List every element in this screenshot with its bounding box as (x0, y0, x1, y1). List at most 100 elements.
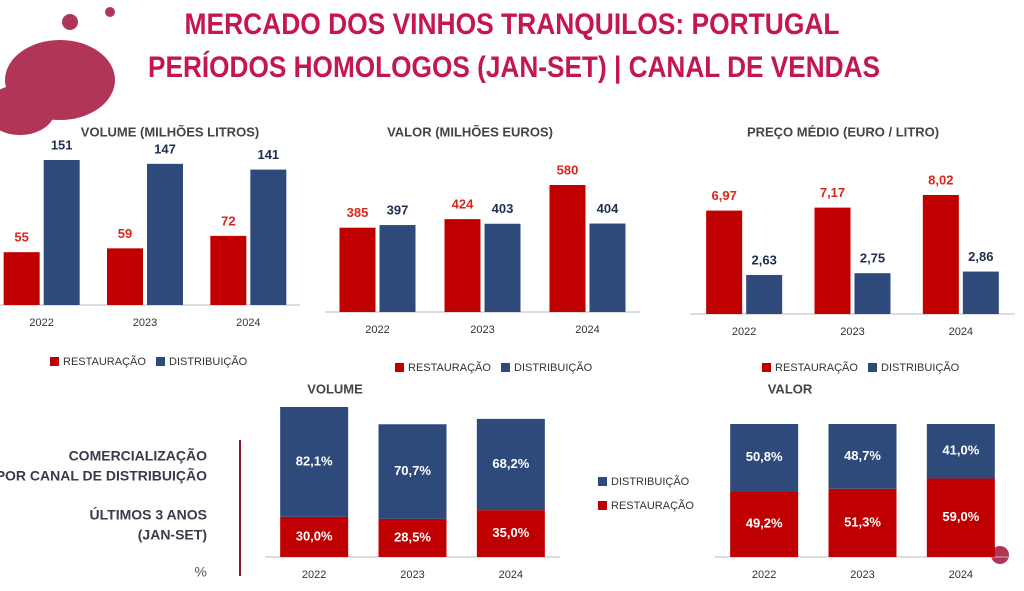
data-label: 8,02 (928, 172, 953, 187)
legend-swatch (598, 501, 607, 510)
legend-swatch (395, 363, 404, 372)
side-note: ÚLTIMOS 3 ANOS (90, 506, 207, 523)
side-note: POR CANAL DE DISTRIBUIÇÃO (0, 467, 207, 484)
data-label: 580 (557, 162, 579, 177)
data-label: 404 (597, 201, 619, 216)
side-note: (JAN-SET) (138, 527, 207, 543)
chart-title: VALOR (768, 381, 813, 396)
bar (484, 223, 521, 312)
data-label: 48,7% (844, 448, 881, 463)
legend-swatch (762, 363, 771, 372)
data-label: 385 (347, 205, 369, 220)
x-tick-label: 2022 (302, 569, 326, 581)
bar-segment (280, 407, 349, 517)
x-tick-label: 2023 (840, 326, 864, 338)
bar-segment (828, 424, 897, 489)
bar-segment (926, 424, 995, 479)
bar (706, 210, 743, 314)
bar (107, 248, 143, 305)
data-label: 55 (14, 230, 28, 245)
chart-title: PREÇO MÉDIO (EURO / LITRO) (747, 124, 939, 139)
data-label: 35,0% (492, 525, 529, 540)
bar (854, 273, 891, 314)
legend-label: DISTRIBUIÇÃO (881, 361, 960, 374)
legend-label: DISTRIBUIÇÃO (611, 475, 690, 488)
data-label: 397 (387, 203, 409, 218)
bar (339, 227, 376, 312)
x-tick-label: 2024 (575, 324, 599, 336)
wine-stain (0, 7, 1009, 564)
stain (991, 546, 1009, 564)
legend-swatch (598, 477, 607, 486)
data-label: 7,17 (820, 185, 845, 200)
bar-segment (280, 516, 349, 557)
bar-segment (378, 518, 447, 557)
bar-segment (476, 510, 545, 557)
bar (43, 160, 80, 305)
legend-label: RESTAURAÇÃO (611, 499, 694, 512)
x-tick-label: 2022 (29, 317, 53, 329)
x-tick-label: 2024 (949, 569, 973, 581)
data-label: 151 (51, 137, 73, 152)
x-tick-label: 2024 (236, 317, 260, 329)
bar (379, 225, 416, 312)
data-label: 49,2% (746, 516, 783, 531)
x-tick-label: 2024 (499, 569, 523, 581)
x-tick-label: 2022 (732, 326, 756, 338)
legend-swatch (501, 363, 510, 372)
data-label: 141 (257, 147, 279, 162)
x-tick-label: 2022 (752, 569, 776, 581)
data-label: 41,0% (942, 443, 979, 458)
x-tick-label: 2024 (949, 326, 973, 338)
bar-segment (730, 491, 799, 557)
stain (0, 85, 55, 135)
legend-label: RESTAURAÇÃO (63, 355, 146, 368)
legend-label: RESTAURAÇÃO (775, 361, 858, 374)
main-subtitle: PERÍODOS HOMOLOGOS (JAN-SET) | CANAL DE … (148, 50, 880, 84)
bar (962, 271, 999, 314)
bar-segment (926, 478, 995, 557)
data-label: 28,5% (394, 529, 431, 544)
chart-title: VALOR (MILHÕES EUROS) (387, 124, 553, 139)
data-label: 59 (118, 226, 132, 241)
bar (250, 169, 287, 305)
data-label: 51,3% (844, 514, 881, 529)
side-note: COMERCIALIZAÇÃO (69, 447, 208, 464)
data-label: 424 (452, 197, 474, 212)
data-label: 6,97 (712, 188, 737, 203)
main-title: MERCADO DOS VINHOS TRANQUILOS: PORTUGAL (185, 8, 840, 41)
stain (62, 14, 78, 30)
bar (147, 163, 183, 305)
data-label: 2,75 (860, 251, 885, 266)
data-label: 403 (492, 201, 514, 216)
data-label: 82,1% (296, 453, 333, 468)
x-tick-label: 2023 (850, 569, 874, 581)
chart-title: VOLUME (307, 381, 363, 396)
bar (589, 223, 626, 312)
data-label: 2,86 (968, 249, 993, 264)
data-label: 59,0% (942, 509, 979, 524)
data-label: 2,63 (752, 252, 777, 267)
bar (549, 185, 586, 312)
data-label: 70,7% (394, 463, 431, 478)
data-label: 68,2% (492, 456, 529, 471)
unit-label: % (195, 564, 207, 580)
legend-label: DISTRIBUIÇÃO (514, 361, 593, 374)
bar (746, 274, 783, 314)
bar (444, 219, 481, 312)
x-tick-label: 2022 (365, 324, 389, 336)
legend-label: RESTAURAÇÃO (408, 361, 491, 374)
legend-swatch (156, 357, 165, 366)
data-label: 30,0% (296, 528, 333, 543)
bar-segment (828, 488, 897, 557)
x-tick-label: 2023 (133, 317, 157, 329)
stain (105, 7, 115, 17)
bar (922, 195, 959, 314)
x-tick-label: 2023 (400, 569, 424, 581)
bar (814, 207, 851, 314)
bar-segment (378, 424, 447, 519)
legend-swatch (50, 357, 59, 366)
bar-segment (476, 418, 545, 511)
legend-label: DISTRIBUIÇÃO (169, 355, 248, 368)
